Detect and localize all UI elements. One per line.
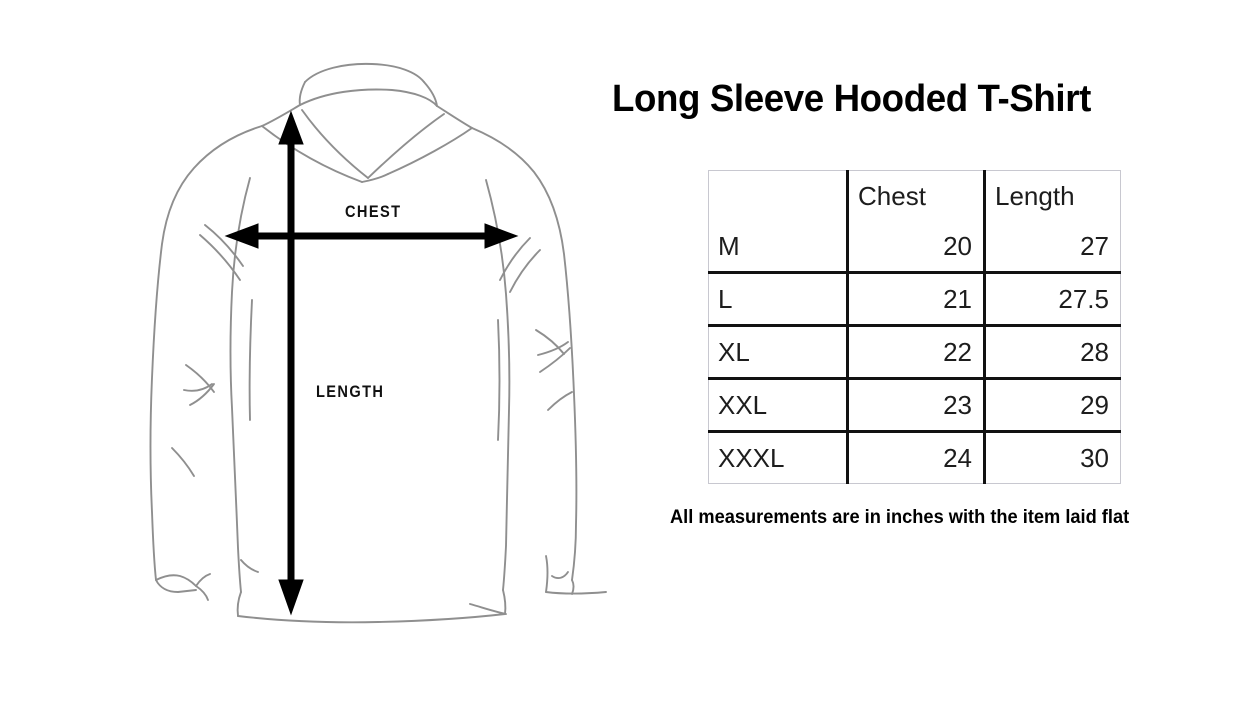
collar-seam-right — [387, 127, 473, 175]
right-sleeve-inner-edge — [485, 179, 511, 591]
cell-size: XL — [708, 325, 849, 380]
table-row: L 21 27.5 — [708, 272, 1121, 327]
right-sleeve-outer-edge — [471, 127, 578, 581]
left-cuff-top — [155, 574, 197, 587]
right-cuff-edge — [545, 591, 607, 595]
measurement-arrows — [224, 110, 519, 616]
column-header-size — [708, 170, 849, 221]
right-body-side-lower — [502, 589, 507, 615]
column-header-length: Length — [995, 180, 1075, 211]
cell-length: 30 — [1080, 442, 1109, 473]
column-header-chest: Chest — [847, 170, 986, 221]
cell-chest: 24 — [847, 431, 986, 484]
garment-diagram: CHEST LENGTH — [149, 62, 607, 624]
cell-length: 29 — [984, 378, 1121, 433]
size-table-container: Chest Length M 20 27 L 21 27.5 — [708, 170, 1121, 484]
left-cuff-rib — [195, 573, 211, 587]
cell-chest: 22 — [847, 325, 986, 380]
left-sleeve-crease-d — [171, 447, 195, 477]
cell-chest: 21 — [847, 272, 986, 327]
right-cuff-left-rib — [545, 555, 549, 593]
cell-size: XXXL — [708, 431, 849, 484]
left-hem-fold-detail — [240, 559, 259, 573]
length-arrow-head-bottom — [278, 579, 304, 616]
info-panel: Long Sleeve Hooded T-Shirt Chest Length … — [612, 0, 1254, 707]
cell-size: M — [708, 221, 849, 274]
cell-chest: 23 — [847, 378, 986, 433]
left-sleeve-crease-c — [189, 383, 215, 406]
left-armhole-seam-2 — [199, 234, 241, 281]
right-sleeve-crease-d — [547, 391, 573, 411]
hood-outer-right-line — [423, 81, 438, 107]
left-sleeve-crease-a — [185, 364, 215, 393]
chest-arrow-head-left — [224, 223, 259, 249]
table-row: XXXL 24 30 — [708, 431, 1121, 484]
hood-outer-left-line — [298, 81, 306, 106]
left-sleeve-inner-edge — [229, 177, 251, 593]
table-header-row: Chest Length — [708, 170, 1121, 221]
cell-size: L — [708, 272, 849, 327]
hood-outer-top-line — [304, 62, 425, 83]
right-sleeve-crease-b — [537, 341, 569, 356]
left-sleeve-crease-b — [183, 383, 213, 392]
right-sleeve-crease-c — [539, 347, 571, 373]
body-hem — [237, 613, 506, 624]
hood-left-sweep — [261, 104, 301, 127]
cell-length: 27.5 — [984, 272, 1121, 327]
neck-opening-left — [301, 109, 369, 179]
collar-seam-left — [261, 125, 363, 183]
chest-measure-label: CHEST — [345, 202, 402, 221]
left-armhole-seam — [204, 224, 244, 267]
cell-length: 28 — [984, 325, 1121, 380]
left-cuff-corner — [195, 585, 209, 601]
table-row: XXL 23 29 — [708, 378, 1121, 433]
length-measure-label: LENGTH — [316, 382, 385, 401]
page-title: Long Sleeve Hooded T-Shirt — [612, 78, 1091, 120]
right-armhole-seam — [499, 237, 531, 281]
right-armhole-seam-2 — [509, 249, 541, 293]
right-cuff-rib-2 — [571, 579, 575, 595]
neck-opening-right — [367, 113, 445, 179]
hood-right-sweep — [436, 105, 473, 129]
left-body-side-lower — [236, 591, 242, 617]
neck-opening-bottom — [361, 173, 389, 183]
cell-chest: 20 — [847, 221, 986, 274]
left-body-crease — [248, 299, 253, 421]
cell-length: 27 — [984, 221, 1121, 274]
cell-size: XXL — [708, 378, 849, 433]
length-arrow-head-top — [278, 110, 304, 145]
size-table: Chest Length M 20 27 L 21 27.5 — [708, 170, 1121, 484]
table-row: XL 22 28 — [708, 325, 1121, 380]
right-cuff-notch — [551, 571, 569, 580]
hoodie-sketch-svg — [149, 62, 607, 624]
table-row: M 20 27 — [708, 221, 1121, 274]
hood-inner-band-line — [299, 88, 438, 107]
right-sleeve-crease-a — [535, 329, 565, 355]
chest-arrow-head-right — [484, 223, 519, 249]
measurement-note: All measurements are in inches with the … — [670, 507, 1130, 528]
left-cuff-edge — [155, 579, 197, 593]
left-sleeve-outer-edge — [149, 125, 263, 581]
size-table-body: M 20 27 L 21 27.5 XL 22 28 — [708, 221, 1121, 484]
hoodie-outline-group — [149, 62, 607, 624]
hem-corner-detail — [469, 603, 507, 615]
size-table-head: Chest Length — [708, 170, 1121, 221]
right-body-crease — [497, 319, 501, 441]
